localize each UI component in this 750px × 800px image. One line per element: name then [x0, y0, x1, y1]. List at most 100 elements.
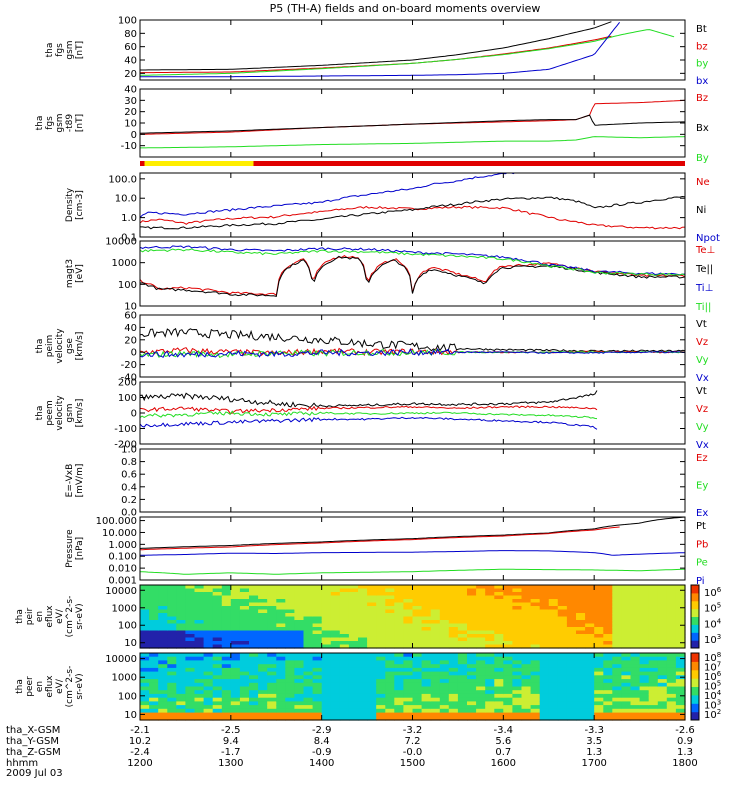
- spectrogram-cell: [140, 620, 150, 625]
- spectrogram-cell: [312, 653, 323, 658]
- spectrogram-cell: [594, 609, 604, 614]
- spectrogram-cell: [494, 634, 504, 639]
- spectrogram-cell: [185, 664, 196, 669]
- spectrogram-cell: [576, 716, 586, 721]
- spectrogram-cell: [330, 616, 341, 621]
- spectrogram-cell: [548, 585, 559, 590]
- spectrogram-cell: [485, 693, 495, 699]
- spectrogram-cell: [230, 716, 241, 721]
- spectrogram-cell: [348, 690, 359, 695]
- spectrogram-cell: [430, 675, 441, 680]
- spectrogram-cell: [476, 705, 486, 710]
- spectrogram-cell: [167, 716, 177, 721]
- spectrogram-cell: [221, 637, 232, 642]
- spectrogram-cell: [312, 613, 323, 618]
- spectrogram-cell: [249, 675, 259, 680]
- spectrogram-cell: [330, 609, 341, 614]
- spectrogram-cell: [503, 620, 513, 625]
- legend-p7-Ez: Ez: [696, 453, 708, 464]
- spectrogram-cell: [621, 693, 632, 699]
- spectrogram-cell: [530, 595, 541, 600]
- spectrogram-cell: [194, 701, 205, 706]
- spectrogram-cell: [221, 595, 232, 600]
- spectrogram-cell: [339, 667, 350, 673]
- spectrogram-cell: [639, 716, 650, 721]
- spectrogram-cell: [348, 606, 359, 611]
- spectrogram-cell: [285, 641, 295, 646]
- spectrogram-cell: [421, 627, 432, 632]
- spectrogram-cell: [585, 637, 595, 642]
- spectrogram-cell: [566, 644, 577, 649]
- spectrogram-cell: [149, 679, 159, 684]
- spectrogram-cell: [630, 716, 641, 721]
- spectrogram-cell: [476, 660, 486, 665]
- spectrogram-cell: [657, 637, 668, 642]
- spectrogram-cell: [412, 653, 423, 658]
- spectrogram-cell: [648, 588, 659, 593]
- spectrogram-cell: [612, 592, 622, 597]
- spectrogram-cell: [239, 641, 250, 646]
- spectrogram-cell: [566, 716, 577, 721]
- spectrogram-cell: [158, 716, 168, 721]
- spectrogram-cell: [321, 634, 332, 639]
- y-tick-label: 0: [131, 348, 137, 359]
- series-line-p2-Bx: [140, 114, 685, 134]
- spectrogram-cell: [630, 599, 641, 604]
- spectrogram-cell: [285, 609, 295, 614]
- spectrogram-cell: [675, 637, 686, 642]
- spectrogram-cell: [557, 634, 568, 639]
- spectrogram-cell: [158, 671, 168, 676]
- orbit-row-value: 1200: [127, 758, 152, 769]
- spectrogram-cell: [167, 679, 177, 684]
- spectrogram-cell: [339, 697, 350, 702]
- spectrogram-cell: [457, 602, 468, 607]
- spectrogram-cell: [512, 630, 523, 635]
- spectrogram-cell: [258, 716, 268, 721]
- spectrogram-cell: [403, 606, 414, 611]
- spectrogram-cell: [594, 637, 604, 642]
- spectrogram-cell: [276, 675, 286, 680]
- spectrogram-p9: [140, 585, 686, 649]
- spectrogram-cell: [358, 653, 368, 658]
- spectrogram-cell: [612, 595, 622, 600]
- spectrogram-cell: [385, 708, 395, 714]
- spectrogram-cell: [276, 660, 286, 665]
- spectrogram-cell: [666, 690, 677, 695]
- spectrogram-cell: [476, 690, 486, 695]
- spectrogram-cell: [639, 599, 650, 604]
- spectrogram-cell: [585, 630, 595, 635]
- spectrogram-cell: [585, 634, 595, 639]
- spectrogram-cell: [448, 697, 459, 702]
- spectrogram-cell: [376, 613, 386, 618]
- spectrogram-cell: [639, 686, 650, 691]
- spectrogram-cell: [530, 620, 541, 625]
- spectrogram-cell: [294, 644, 305, 649]
- spectrogram-cell: [430, 641, 441, 646]
- spectrogram-cell: [339, 599, 350, 604]
- spectrogram-cell: [576, 701, 586, 706]
- spectrogram-cell: [521, 675, 532, 680]
- spectrogram-cell: [194, 602, 205, 607]
- spectrogram-cell: [666, 705, 677, 710]
- spectrogram-cell: [630, 653, 641, 658]
- spectrogram-cell: [285, 627, 295, 632]
- spectrogram-cell: [403, 641, 414, 646]
- spectrogram-cell: [158, 609, 168, 614]
- spectrogram-cell: [648, 675, 659, 680]
- spectrogram-cell: [639, 675, 650, 680]
- spectrogram-cell: [548, 708, 559, 714]
- spectrogram-cell: [666, 609, 677, 614]
- colorbar-segment: [691, 694, 699, 704]
- spectrogram-cell: [657, 682, 668, 688]
- spectrogram-cell: [330, 606, 341, 611]
- spectrogram-cell: [258, 644, 268, 649]
- colorbar-segment: [691, 653, 699, 662]
- spectrogram-cell: [512, 667, 523, 673]
- spectrogram-cell: [249, 634, 259, 639]
- spectrogram-cell: [249, 588, 259, 593]
- spectrogram-cell: [230, 664, 241, 669]
- spectrogram-cell: [457, 620, 468, 625]
- spectrogram-cell: [621, 653, 632, 658]
- spectrogram-cell: [548, 641, 559, 646]
